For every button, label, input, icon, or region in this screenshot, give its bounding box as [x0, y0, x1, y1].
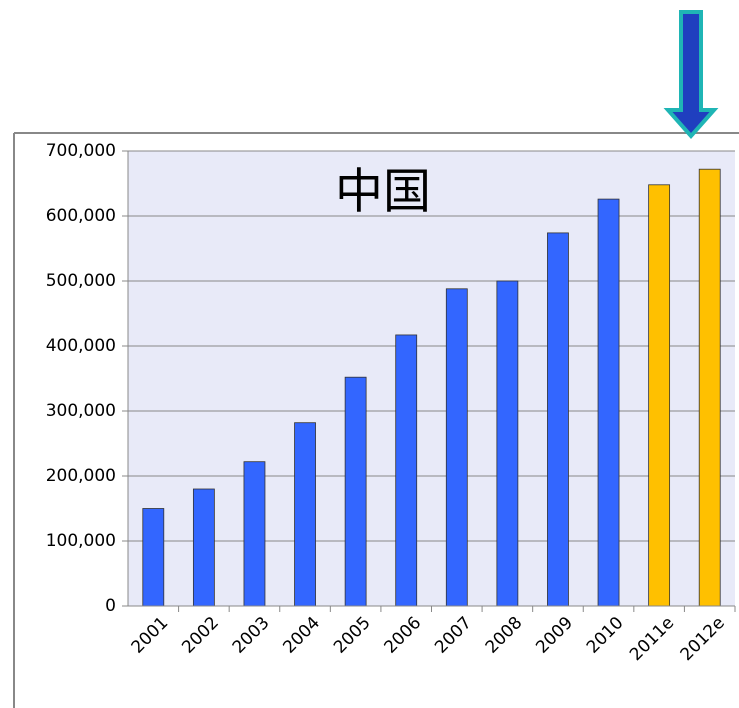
arrow — [663, 10, 719, 140]
y-tick-label: 400,000 — [46, 336, 116, 356]
bar — [496, 280, 519, 607]
y-tick-label: 100,000 — [46, 531, 116, 551]
bar — [142, 508, 165, 607]
x-tick-label: 2012e — [677, 613, 729, 665]
y-tick-label: 700,000 — [46, 141, 116, 161]
x-tick-label: 2009 — [532, 613, 577, 658]
x-tick-label: 2007 — [431, 613, 476, 658]
x-tick-label: 2010 — [583, 613, 628, 658]
bar — [547, 232, 569, 607]
x-tick-label: 2004 — [279, 613, 324, 658]
bar — [597, 198, 620, 607]
y-tick-label: 300,000 — [46, 401, 116, 421]
x-tick-label: 2006 — [381, 613, 426, 658]
x-tick-label: 2003 — [229, 613, 274, 658]
bar — [294, 422, 316, 607]
plot-area — [128, 151, 735, 606]
x-tick-label: 2002 — [178, 613, 223, 658]
y-tick-label: 0 — [105, 596, 116, 616]
chart-title: 中国 — [335, 164, 431, 220]
x-tick-label: 2008 — [482, 613, 527, 658]
bar — [395, 334, 418, 607]
bar — [192, 488, 215, 607]
bar — [648, 184, 671, 607]
x-tick-label: 2011e — [626, 613, 678, 665]
bar — [445, 288, 468, 607]
x-tick-label: 2005 — [330, 613, 375, 658]
bar — [698, 168, 721, 607]
y-tick-label: 600,000 — [46, 206, 116, 226]
bar — [344, 376, 367, 607]
x-tick-label: 2001 — [128, 613, 173, 658]
y-tick-label: 200,000 — [46, 466, 116, 486]
bar — [243, 461, 266, 607]
y-tick-label: 500,000 — [46, 271, 116, 291]
